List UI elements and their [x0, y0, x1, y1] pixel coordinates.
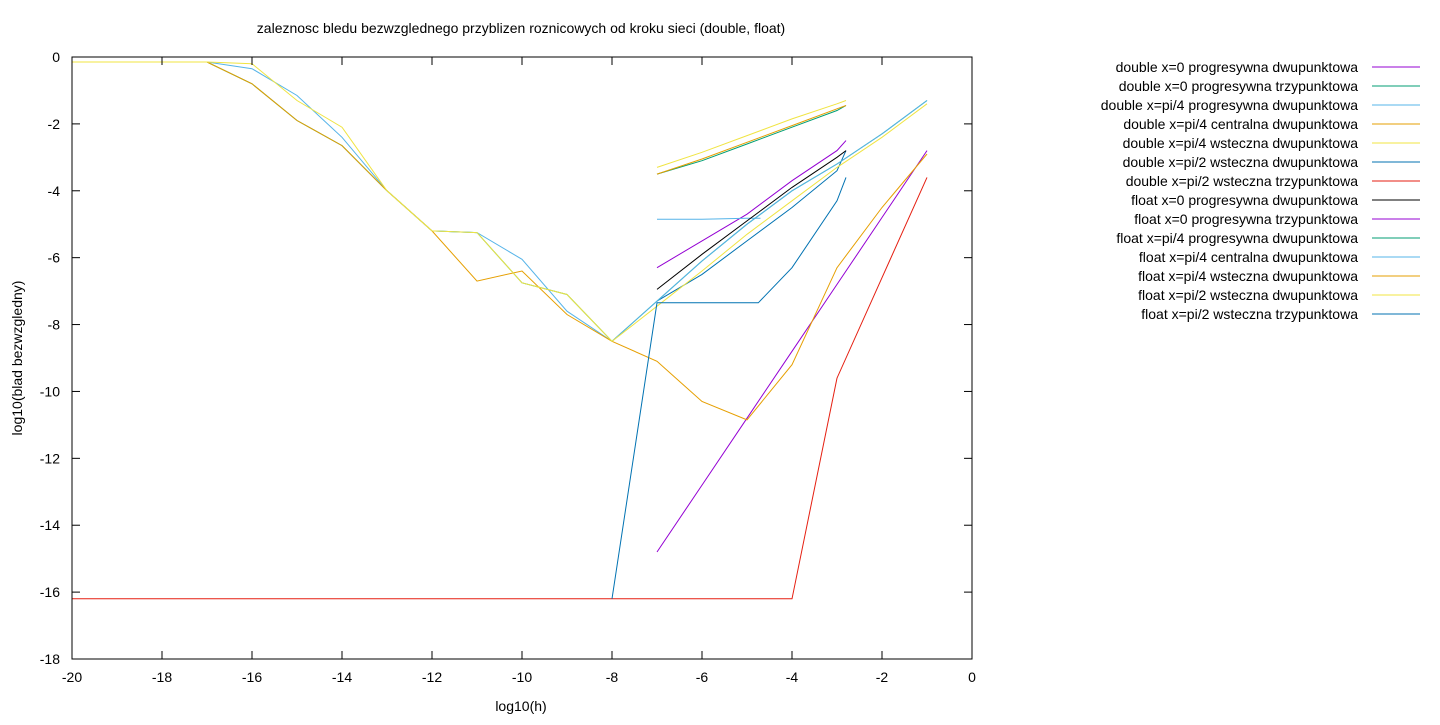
- x-tick-label: -12: [422, 669, 442, 685]
- legend-label: double x=pi/2 wsteczna trzypunktowa: [1126, 173, 1359, 189]
- plot-frame: [71, 56, 973, 660]
- y-tick-label: -4: [48, 183, 61, 199]
- legend-label: float x=pi/4 wsteczna dwupunktowa: [1138, 268, 1358, 284]
- legend-label: float x=pi/2 wsteczna trzypunktowa: [1141, 306, 1358, 322]
- legend-label: double x=pi/2 wsteczna dwupunktowa: [1123, 154, 1359, 170]
- x-tick-label: -16: [242, 669, 262, 685]
- x-tick-label: -14: [332, 669, 352, 685]
- y-tick-label: -8: [48, 317, 61, 333]
- y-tick-label: -2: [48, 116, 61, 132]
- x-tick-label: -18: [152, 669, 172, 685]
- x-tick-label: -6: [696, 669, 709, 685]
- legend-label: double x=0 progresywna dwupunktowa: [1116, 59, 1359, 75]
- series-line-9: [656, 150, 928, 553]
- x-tick-label: -2: [876, 669, 889, 685]
- x-axis-label: log10(h): [495, 698, 546, 714]
- legend-label: float x=0 progresywna dwupunktowa: [1131, 192, 1358, 208]
- legend-label: double x=pi/4 wsteczna dwupunktowa: [1123, 135, 1359, 151]
- series-line-12: [72, 61, 928, 421]
- x-tick-label: -8: [606, 669, 619, 685]
- legend-label: float x=pi/2 wsteczna dwupunktowa: [1138, 287, 1358, 303]
- y-tick-label: -6: [48, 250, 61, 266]
- series-line-7: [72, 177, 928, 600]
- y-tick-label: 0: [52, 49, 60, 65]
- axis-layer: -20 -18 -16 -14 -12 -10 -8 -6 -4 -2 00-2-4-6-8-10-…: [40, 49, 976, 685]
- y-tick-label: -14: [40, 517, 60, 533]
- legend-label: double x=0 progresywna trzypunktowa: [1119, 78, 1359, 94]
- x-tick-label: -4: [786, 669, 799, 685]
- legend: double x=0 progresywna dwupunktowa double…: [1101, 59, 1420, 322]
- series-line-4: [656, 105, 847, 175]
- y-axis-label: log10(blad bezwzgledny): [9, 281, 25, 436]
- series-line-5: [656, 100, 847, 168]
- x-tick-label: 0: [968, 669, 976, 685]
- series-layer: [72, 61, 928, 600]
- series-line-6: [656, 150, 847, 302]
- legend-label: float x=pi/4 centralna dwupunktowa: [1139, 249, 1358, 265]
- series-line-1: [656, 140, 847, 269]
- y-tick-label: -10: [40, 383, 60, 399]
- y-tick-label: -18: [40, 651, 60, 667]
- chart-title: zaleznosc bledu bezwzglednego przyblizen…: [257, 20, 785, 36]
- series-line-8: [656, 150, 847, 290]
- legend-label: double x=pi/4 centralna dwupunktowa: [1123, 116, 1358, 132]
- y-tick-label: -16: [40, 584, 60, 600]
- x-tick-label: -10: [512, 669, 532, 685]
- series-line-14: [611, 177, 847, 599]
- legend-label: float x=pi/4 progresywna dwupunktowa: [1116, 230, 1358, 246]
- y-tick-label: -12: [40, 450, 60, 466]
- series-line-3: [657, 217, 761, 220]
- series-line-11: [72, 61, 928, 342]
- x-tick-label: -20: [62, 669, 82, 685]
- legend-label: double x=pi/4 progresywna dwupunktowa: [1101, 97, 1358, 113]
- legend-label: float x=0 progresywna trzypunktowa: [1134, 211, 1358, 227]
- series-line-13: [72, 61, 928, 342]
- series-line-2: [656, 105, 847, 175]
